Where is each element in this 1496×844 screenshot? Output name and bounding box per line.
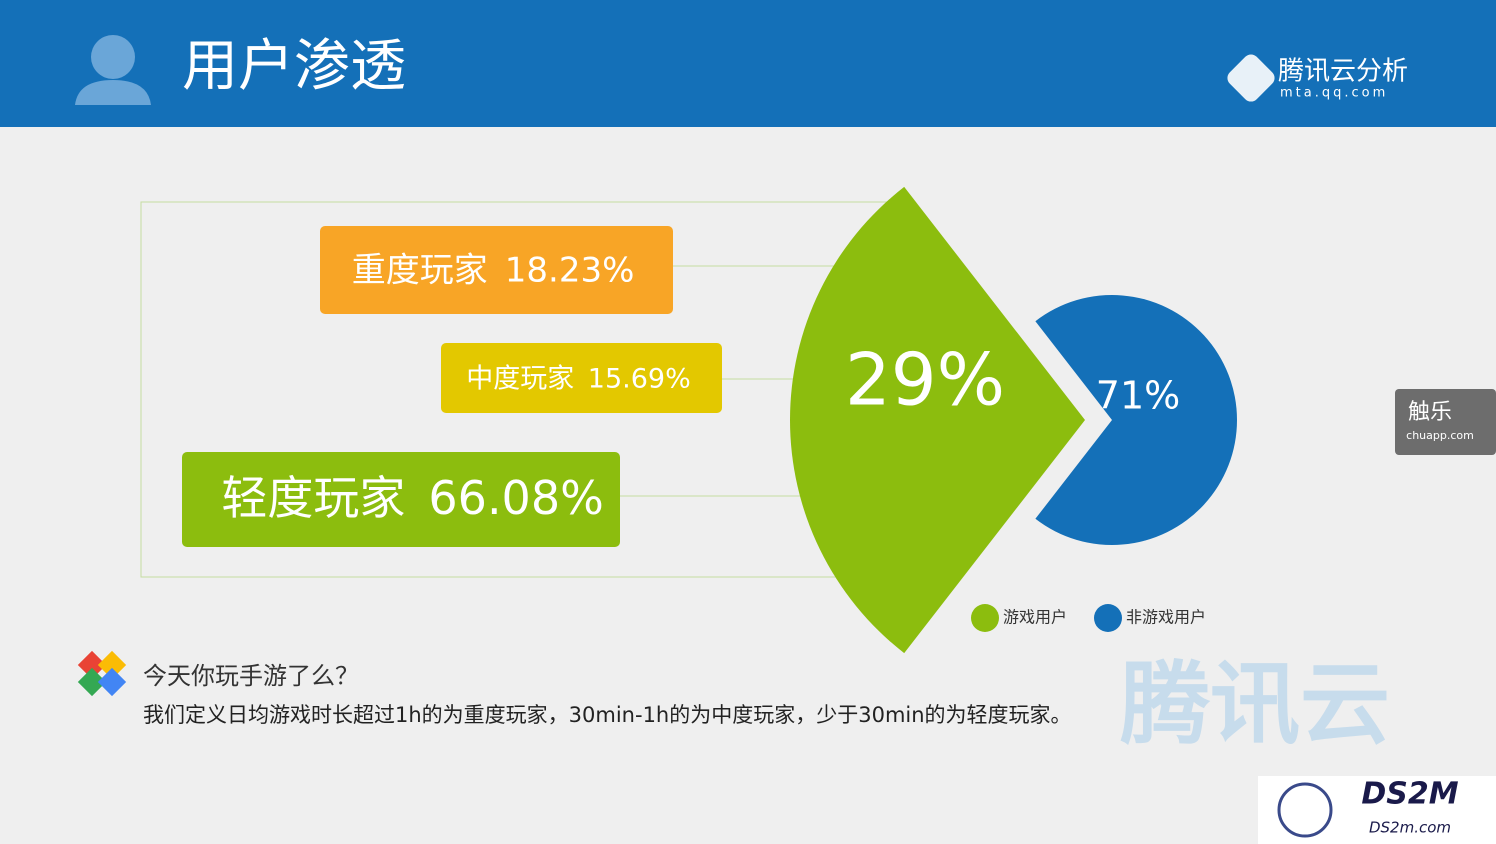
badge-name: 触乐 <box>1408 400 1452 425</box>
breakdown-value: 66.08% <box>428 471 603 525</box>
watermark-site: DS2M <box>1361 777 1458 812</box>
watermark-cloud: 腾讯云 <box>1120 652 1390 757</box>
watermark-box <box>1258 776 1496 844</box>
note-text: 我们定义日均游戏时长超过1h的为重度玩家，30min-1h的为中度玩家，少于30… <box>143 703 1072 727</box>
badge-url: chuapp.com <box>1406 429 1474 442</box>
legend-swatch <box>1094 604 1122 632</box>
pie-label: 71% <box>1096 374 1180 418</box>
breakdown-value: 15.69% <box>588 364 691 395</box>
pie-slice <box>1035 295 1238 546</box>
note-question: 今天你玩手游了么？ <box>143 662 359 690</box>
header-title: 用户渗透 <box>182 34 406 99</box>
legend-label: 游戏用户 <box>1003 608 1067 627</box>
breakdown-value: 18.23% <box>505 251 635 291</box>
legend-swatch <box>971 604 999 632</box>
brand-logo <box>1227 54 1275 102</box>
brand-url: mta.qq.com <box>1280 86 1388 101</box>
legend-label: 非游戏用户 <box>1126 608 1206 627</box>
breakdown-box <box>441 343 722 413</box>
breakdown-name: 轻度玩家 <box>221 471 405 525</box>
note-icon <box>77 650 127 697</box>
user-icon <box>75 80 151 105</box>
watermark-site-url: DS2m.com <box>1369 819 1451 837</box>
breakdown-name: 中度玩家 <box>466 364 574 395</box>
brand-name: 腾讯云分析 <box>1278 57 1408 87</box>
breakdown-name: 重度玩家 <box>352 251 488 291</box>
breakdown-box <box>182 452 620 547</box>
watermark-logo <box>1277 782 1333 838</box>
breakdown-box <box>320 226 673 314</box>
badge <box>1395 389 1496 455</box>
pie-label: 29% <box>845 338 1005 422</box>
user-icon <box>91 35 135 79</box>
pie-slice <box>790 186 1085 654</box>
